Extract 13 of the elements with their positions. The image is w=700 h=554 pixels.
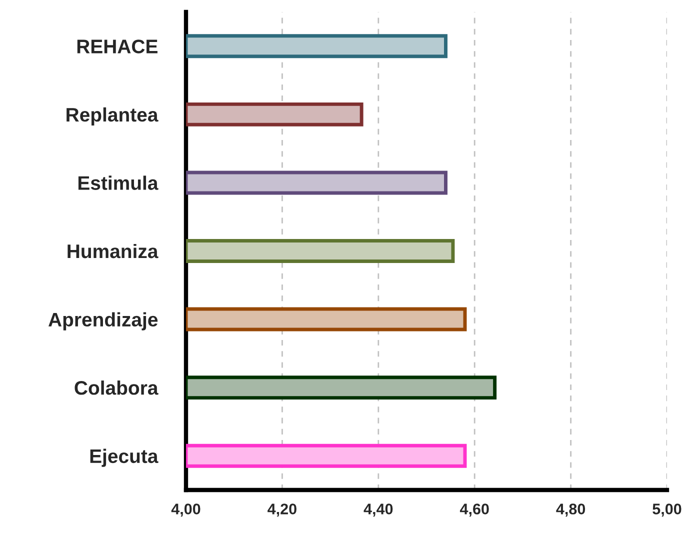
x-tick-label: 4,00: [171, 504, 200, 517]
y-tick-label: Colabora: [74, 380, 158, 395]
y-tick-label: Replantea: [66, 107, 158, 126]
y-tick-label: Aprendizaje: [48, 312, 158, 330]
x-tick-label: 4,40: [364, 504, 393, 517]
y-tick-label: Estimula: [78, 176, 158, 190]
y-tick-label: REHACE: [77, 40, 158, 54]
x-tick-label: 5,00: [652, 504, 682, 517]
x-tick-label: 4,20: [268, 504, 296, 517]
y-tick-label: Humaniza: [68, 244, 158, 258]
x-tick-label: 4,60: [460, 504, 489, 517]
x-tick-label: 4,80: [556, 504, 586, 517]
y-tick-label: Ejecuta: [90, 448, 158, 467]
